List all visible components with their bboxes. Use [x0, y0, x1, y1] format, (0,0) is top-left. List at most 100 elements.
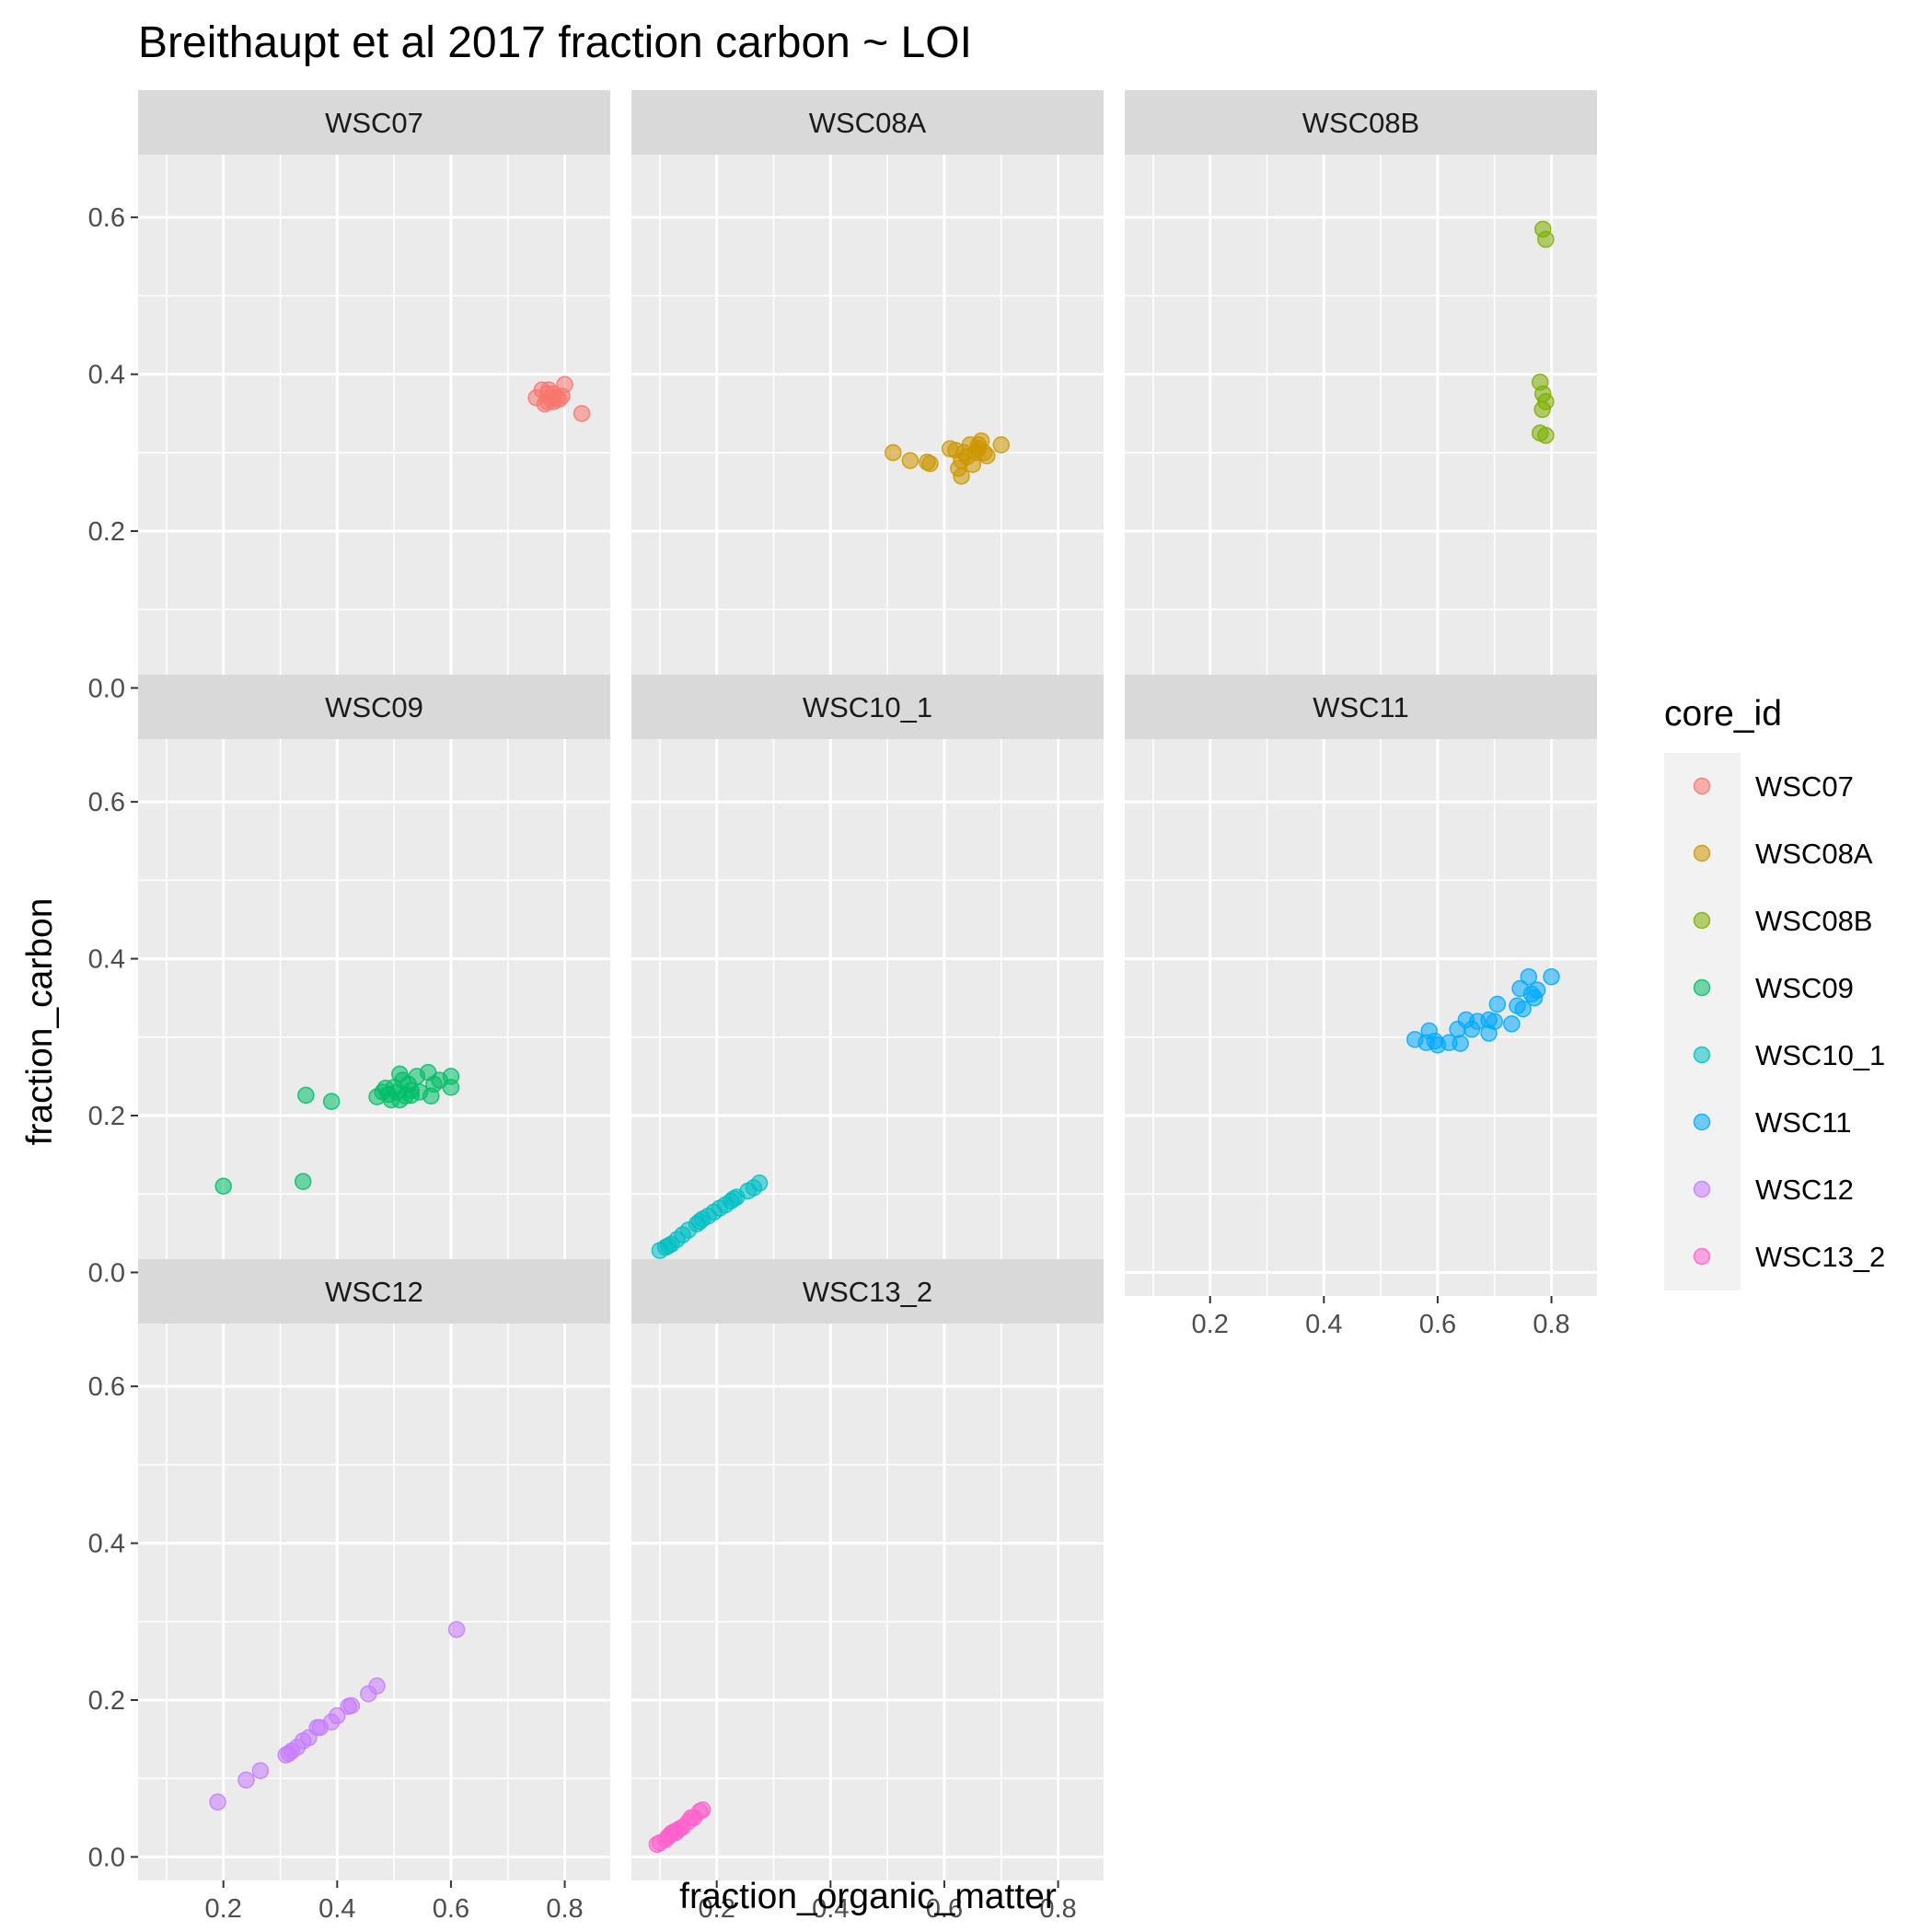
- x-tick-label: 0.4: [1305, 1310, 1342, 1339]
- data-point-wsc10_1: [725, 1190, 743, 1208]
- data-point-wsc13_2: [666, 1823, 685, 1842]
- data-point-wsc09: [322, 1093, 341, 1110]
- data-point-wsc12: [329, 1706, 346, 1725]
- data-point-wsc08a: [992, 436, 1010, 454]
- y-axis-title: fraction_carbon: [20, 898, 60, 1146]
- facet-strip-label: WSC13_2: [803, 1276, 932, 1308]
- data-point-wsc10_1: [659, 1237, 677, 1255]
- panel-background: [631, 155, 1104, 711]
- x-tick-label: 0.2: [1192, 1310, 1229, 1339]
- legend-item-wsc09: WSC09: [1693, 972, 1854, 1004]
- data-point-wsc13_2: [694, 1801, 711, 1819]
- legend-label: WSC12: [1755, 1174, 1854, 1206]
- data-point-wsc11: [1525, 989, 1544, 1007]
- data-point-wsc11: [1520, 967, 1538, 986]
- legend-item-wsc11: WSC11: [1693, 1106, 1852, 1139]
- x-tick-label: 0.8: [1533, 1310, 1569, 1339]
- panel-background: [1125, 155, 1597, 711]
- facet-strip: [631, 90, 1104, 155]
- y-tick-label: 0.6: [88, 1372, 125, 1402]
- y-tick-label: 0.6: [88, 788, 125, 817]
- legend-key-background: [1664, 753, 1741, 1290]
- y-tick-label: 0.0: [88, 1843, 125, 1872]
- facet-strip: [1125, 675, 1597, 739]
- facet-strip-label: WSC09: [325, 691, 423, 723]
- data-point-wsc07: [556, 376, 573, 393]
- facet-panel-wsc11: WSC11 0.2 0.4 0.6 0.8: [1125, 675, 1597, 1339]
- data-point-wsc08a: [901, 452, 920, 469]
- data-point-wsc09: [294, 1173, 312, 1190]
- facet-strip: [138, 675, 610, 739]
- legend-key: [1693, 1180, 1711, 1198]
- facet-strip-label: WSC08A: [809, 107, 927, 139]
- data-point-wsc11: [1503, 1015, 1521, 1033]
- facet-strip-label: WSC11: [1313, 691, 1409, 723]
- data-point-wsc11: [1452, 1035, 1469, 1052]
- panel-background: [1125, 739, 1597, 1296]
- y-tick-label: 0.2: [88, 517, 125, 547]
- legend-title: core_id: [1664, 694, 1782, 734]
- data-point-wsc11: [1514, 1000, 1532, 1018]
- legend-key: [1693, 978, 1711, 997]
- legend-key: [1693, 1113, 1711, 1131]
- data-point-wsc12: [342, 1696, 361, 1715]
- panel-background: [631, 1324, 1104, 1880]
- facet-strip: [138, 90, 610, 155]
- panel-background: [138, 155, 610, 711]
- panel-background: [138, 739, 610, 1296]
- legend-item-wsc12: WSC12: [1693, 1174, 1854, 1206]
- data-point-wsc12: [368, 1677, 386, 1695]
- facet-strip-label: WSC08B: [1302, 107, 1419, 139]
- facet-strip: [138, 1259, 610, 1324]
- y-tick-label: 0.6: [88, 203, 125, 233]
- legend-key: [1693, 844, 1711, 862]
- facet-strip-label: WSC12: [325, 1276, 423, 1308]
- legend-label: WSC07: [1755, 770, 1854, 803]
- legend-key: [1693, 777, 1711, 795]
- legend-key: [1693, 911, 1711, 930]
- y-tick-label: 0.4: [88, 1530, 125, 1559]
- facet-panel-wsc09: WSC09 0.0 0.2 0.4 0.6: [88, 675, 610, 1303]
- legend-label: WSC11: [1755, 1106, 1852, 1139]
- data-point-wsc08b: [1537, 426, 1555, 445]
- data-point-wsc08a: [953, 468, 970, 485]
- data-point-wsc07: [573, 404, 591, 422]
- data-point-wsc07: [539, 381, 558, 399]
- legend-key: [1693, 1247, 1711, 1266]
- x-tick-label: 0.4: [812, 1894, 849, 1924]
- facet-panel-wsc07: WSC07 0.0 0.2 0.4 0.6: [88, 90, 610, 719]
- facet-strip-label: WSC10_1: [803, 691, 932, 723]
- x-tick-label: 0.4: [318, 1894, 355, 1924]
- y-tick-label: 0.4: [88, 361, 125, 390]
- facet-strip-label: WSC07: [325, 107, 423, 139]
- facet-panels: WSC07 0.0 0.2 0.4 0.6 WSC08A WSC08B WSC09 0.0 0.2…: [88, 90, 1597, 1924]
- legend-item-wsc10_1: WSC10_1: [1693, 1039, 1885, 1071]
- data-point-wsc12: [237, 1771, 255, 1789]
- x-tick-label: 0.2: [205, 1894, 242, 1924]
- facet-panel-wsc08a: WSC08A: [631, 90, 1104, 719]
- facet-panel-wsc12: WSC12 0.0 0.2 0.4 0.6 0.2 0.4 0.6 0.8: [88, 1259, 610, 1924]
- data-point-wsc12: [447, 1621, 466, 1638]
- legend-label: WSC08B: [1755, 905, 1872, 937]
- y-tick-label: 0.2: [88, 1102, 125, 1131]
- legend-item-wsc08b: WSC08B: [1693, 905, 1872, 937]
- x-axis-title: fraction_organic_matter: [679, 1877, 1057, 1916]
- y-tick-label: 0.2: [88, 1686, 125, 1716]
- facet-panel-wsc08b: WSC08B: [1125, 90, 1597, 719]
- legend-label: WSC09: [1755, 972, 1854, 1004]
- data-point-wsc09: [214, 1177, 232, 1195]
- x-tick-label: 0.2: [699, 1894, 735, 1924]
- y-tick-label: 0.0: [88, 674, 125, 703]
- panel-background: [631, 739, 1104, 1296]
- data-point-wsc08b: [1533, 400, 1551, 419]
- x-tick-label: 0.6: [1419, 1310, 1456, 1339]
- data-point-wsc09: [402, 1086, 420, 1105]
- data-point-wsc08a: [953, 452, 970, 469]
- data-point-wsc08a: [921, 455, 939, 472]
- x-tick-label: 0.8: [546, 1894, 583, 1924]
- data-point-wsc09: [442, 1079, 460, 1096]
- data-point-wsc08a: [969, 440, 988, 457]
- legend-label: WSC10_1: [1755, 1039, 1885, 1071]
- facet-panel-wsc10_1: WSC10_1: [631, 675, 1104, 1303]
